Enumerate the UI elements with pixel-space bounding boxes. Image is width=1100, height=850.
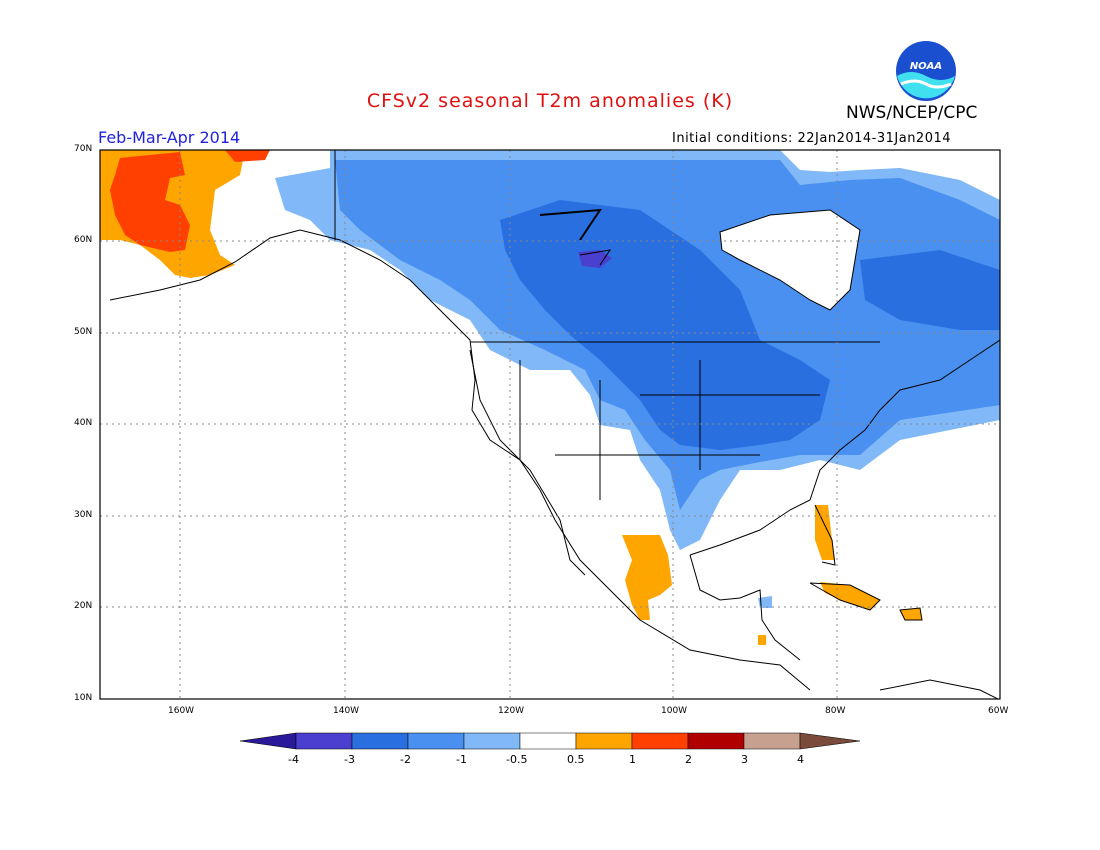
lat-label: 50N: [74, 327, 93, 337]
lat-label: 30N: [74, 510, 93, 520]
noaa-logo: NOAA: [895, 40, 957, 102]
colorbar-label: 0.5: [567, 753, 585, 766]
colorbar-label: 3: [741, 753, 748, 766]
mexico-warm-anomaly: [622, 535, 672, 620]
colorbar: [239, 732, 861, 750]
noaa-logo-text: NOAA: [910, 61, 942, 72]
lat-label: 70N: [74, 144, 93, 154]
colorbar-label: -2: [400, 753, 411, 766]
lat-label: 10N: [74, 693, 93, 703]
lon-label: 160W: [168, 706, 195, 716]
colorbar-label: -4: [288, 753, 299, 766]
caribbean-warm-anomaly: [820, 582, 880, 610]
colorbar-label: 4: [797, 753, 804, 766]
colorbar-label: 1: [629, 753, 636, 766]
lat-label: 60N: [74, 235, 93, 245]
map-title: CFSv2 seasonal T2m anomalies (K): [366, 90, 734, 112]
colorbar-label: -1: [456, 753, 467, 766]
lon-label: 100W: [661, 706, 688, 716]
lat-label: 40N: [74, 418, 93, 428]
colorbar-label: 2: [685, 753, 692, 766]
colorbar-label: -3: [344, 753, 355, 766]
lon-label: 80W: [825, 706, 846, 716]
alaska-warm-anomaly: [110, 152, 190, 252]
colorbar-label: -0.5: [506, 753, 528, 766]
forecast-period: Feb-Mar-Apr 2014: [98, 128, 241, 147]
lat-label: 20N: [74, 601, 93, 611]
initial-conditions: Initial conditions: 22Jan2014-31Jan2014: [672, 131, 952, 146]
lon-label: 120W: [498, 706, 525, 716]
florida-warm-anomaly: [815, 505, 835, 560]
agency-label: NWS/NCEP/CPC: [846, 103, 978, 123]
hudson-core-cold-anomaly: [578, 250, 612, 268]
map-frame: [99, 149, 1001, 700]
lon-label: 140W: [333, 706, 360, 716]
lon-label: 60W: [988, 706, 1009, 716]
